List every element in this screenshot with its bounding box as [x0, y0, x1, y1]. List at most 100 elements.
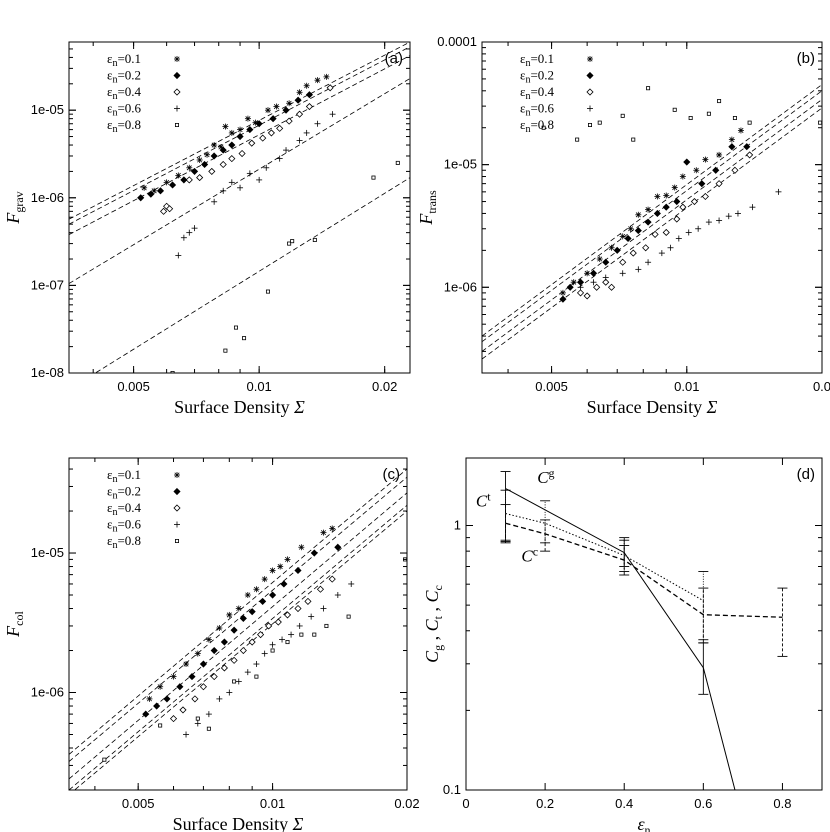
data-point [566, 283, 574, 291]
data-point [576, 289, 585, 297]
series-label: Ct [476, 490, 491, 511]
marker-shape [287, 241, 292, 246]
marker-shape [280, 580, 288, 588]
legend-marker [173, 504, 181, 512]
legend-label: εn=0.1 [107, 467, 141, 485]
marker-shape [371, 175, 376, 180]
marker-stroke [560, 290, 566, 296]
marker-stroke [597, 256, 603, 262]
legend-marker [173, 88, 181, 96]
marker-shape [290, 239, 295, 244]
data-point [236, 132, 244, 141]
marker-shape [818, 120, 822, 125]
marker-shape [706, 111, 711, 116]
data-point [226, 611, 233, 618]
data-point [235, 678, 242, 685]
marker-shape [559, 295, 567, 303]
data-point [296, 89, 303, 96]
marker-shape [195, 716, 200, 721]
data-point [183, 731, 190, 738]
data-point [219, 160, 227, 169]
marker-shape [715, 180, 723, 188]
data-point [673, 197, 681, 206]
data-point [191, 695, 199, 703]
data-point [219, 146, 227, 154]
data-point [142, 710, 150, 718]
data-point [287, 241, 292, 246]
marker-shape [602, 278, 610, 286]
marker-stroke [654, 193, 660, 200]
data-point [160, 207, 168, 215]
data-point [166, 205, 174, 213]
data-point [671, 184, 678, 191]
data-point [305, 102, 313, 111]
data-point [717, 99, 722, 104]
marker-shape [294, 604, 302, 613]
fit-line [69, 78, 410, 284]
data-point [248, 608, 256, 616]
data-point [728, 143, 736, 151]
marker-shape [728, 143, 736, 151]
data-point [294, 96, 302, 104]
data-point [712, 166, 720, 174]
marker-shape [747, 120, 752, 125]
series-plus [183, 580, 355, 738]
y-tick-label: 1e-05 [31, 102, 64, 117]
data-point [244, 669, 251, 676]
marker-shape [191, 695, 199, 703]
data-point [233, 325, 238, 330]
marker-shape [274, 618, 282, 626]
marker-stroke [314, 77, 321, 83]
legend-marker [174, 56, 180, 62]
data-point [395, 160, 400, 165]
data-point [634, 227, 642, 235]
series-C_g [500, 471, 736, 790]
legend-marker [587, 105, 593, 112]
marker-shape [672, 107, 677, 112]
marker-shape [575, 137, 580, 142]
marker-shape [254, 674, 259, 679]
x-tick-label: 0.2 [536, 796, 554, 811]
marker-shape [629, 249, 637, 257]
marker-stroke [195, 651, 201, 657]
marker-shape [173, 71, 181, 80]
data-point [308, 613, 315, 620]
marker-shape [589, 269, 598, 277]
data-point [683, 158, 691, 166]
data-point [186, 164, 193, 171]
legend-marker [174, 105, 180, 112]
data-point [296, 622, 303, 629]
x-tick-label: 0 [462, 796, 469, 811]
data-point [283, 611, 292, 619]
data-point [102, 757, 107, 762]
data-point [222, 123, 229, 130]
data-point [199, 660, 207, 668]
panel-label: (d) [797, 466, 815, 483]
data-point [653, 209, 661, 218]
marker-shape [576, 289, 585, 297]
marker-shape [597, 120, 602, 125]
marker-shape [712, 166, 720, 174]
data-point [190, 167, 199, 175]
data-point [163, 695, 171, 703]
marker-shape [179, 706, 187, 714]
marker-stroke [663, 192, 669, 199]
data-point [737, 127, 744, 134]
marker-shape [210, 673, 218, 681]
data-point [559, 295, 567, 303]
marker-shape [746, 151, 754, 159]
legend-label: εn=0.6 [520, 101, 555, 119]
data-point [170, 673, 177, 680]
data-point [153, 702, 161, 710]
data-point [276, 124, 284, 132]
legend-label: εn=0.2 [107, 484, 141, 502]
marker-shape [242, 336, 247, 341]
marker-shape [285, 640, 290, 645]
data-point [685, 229, 692, 236]
marker-shape [294, 566, 302, 575]
data-point [304, 597, 312, 605]
data-point [607, 283, 616, 291]
marker-stroke [702, 157, 708, 163]
series-line [505, 513, 704, 602]
marker-shape [230, 626, 238, 634]
